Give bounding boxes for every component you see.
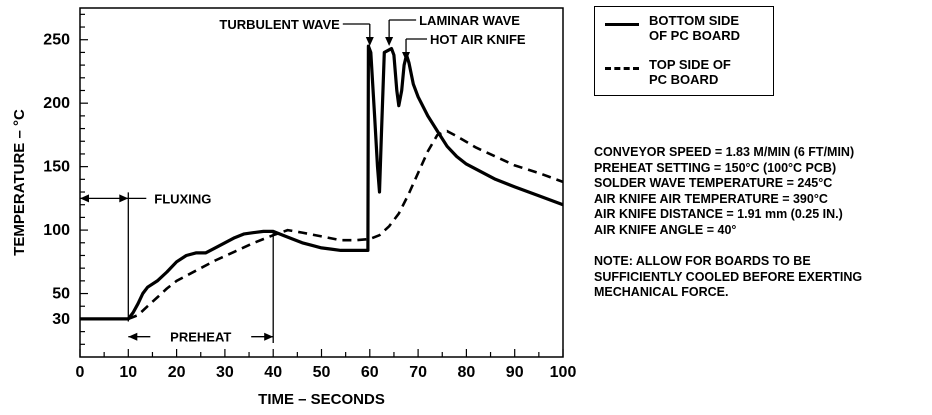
legend: BOTTOM SIDE OF PC BOARD TOP SIDE OF PC B… (594, 6, 774, 96)
cooling-note: NOTE: ALLOW FOR BOARDS TO BE SUFFICIENTL… (594, 254, 929, 301)
legend-label-top-side: TOP SIDE OF PC BOARD (649, 57, 771, 87)
legend-item-bottom-side: BOTTOM SIDE OF PC BOARD (595, 11, 773, 51)
x-tick-label: 20 (168, 364, 186, 381)
annotation-turbulent-wave: TURBULENT WAVE (219, 17, 340, 32)
setting-preheat: PREHEAT SETTING = 150°C (100°C PCB) (594, 160, 837, 175)
annotation-layer: TURBULENT WAVE LAMINAR WAVE HOT AIR KNIFE F… (80, 13, 526, 345)
y-tick-label: 50 (52, 286, 70, 303)
y-tick-label: 100 (43, 222, 70, 239)
x-tick-label: 40 (264, 364, 282, 381)
x-tick-label: 70 (409, 364, 427, 381)
annotation-hot-air-knife: HOT AIR KNIFE (430, 32, 526, 47)
x-tick-label: 30 (216, 364, 234, 381)
series-bottom-side-line (80, 44, 564, 321)
legend-bottom-line2: OF PC BOARD (649, 28, 740, 43)
annotation-arrowhead (128, 332, 138, 341)
x-tick-label: 80 (458, 364, 476, 381)
settings-block: CONVEYOR SPEED = 1.83 M/MIN (6 FT/MIN) P… (594, 145, 929, 238)
legend-swatch-solid (605, 23, 639, 26)
legend-swatch-dashed (605, 67, 639, 70)
x-tick-label: 60 (361, 364, 379, 381)
annotation-arrowhead (264, 332, 274, 341)
annotation-laminar-wave: LAMINAR WAVE (419, 13, 520, 28)
legend-top-line1: TOP SIDE OF (649, 57, 731, 72)
series-top-side-line (127, 129, 564, 321)
note-line-2: SUFFICIENTLY COOLED BEFORE EXERTING (594, 269, 863, 284)
annotation-preheat: PREHEAT (170, 330, 231, 345)
y-axis-label: TEMPERATURE – °C (11, 109, 28, 256)
y-tick-label: 200 (43, 95, 70, 112)
series-layer (80, 44, 564, 321)
plot-border (79, 7, 564, 358)
x-axis-ticks: 0 10 20 30 40 50 60 70 80 90 100 (76, 349, 577, 381)
annotation-arrowhead (119, 194, 129, 203)
annotation-fluxing: FLUXING (154, 191, 211, 206)
y-tick-label: 150 (43, 159, 70, 176)
legend-top-line2: PC BOARD (649, 72, 719, 87)
x-tick-label: 100 (550, 364, 577, 381)
setting-solder-wave-temp: SOLDER WAVE TEMPERATURE = 245°C (594, 176, 833, 190)
x-tick-label: 10 (119, 364, 137, 381)
annotation-arrowhead (402, 52, 411, 61)
x-tick-label: 90 (506, 364, 524, 381)
x-tick-label: 50 (313, 364, 331, 381)
setting-air-knife-angle: AIR KNIFE ANGLE = 40° (594, 222, 737, 237)
note-line-1: NOTE: ALLOW FOR BOARDS TO BE (594, 254, 811, 268)
annotation-arrowhead (80, 194, 89, 203)
setting-air-knife-temp: AIR KNIFE AIR TEMPERATURE = 390°C (594, 191, 828, 206)
x-axis-label: TIME – SECONDS (258, 391, 385, 408)
y-tick-label: 30 (52, 311, 70, 328)
setting-conveyor-speed: CONVEYOR SPEED = 1.83 M/MIN (6 FT/MIN) (594, 145, 855, 159)
note-line-3: MECHANICAL FORCE. (594, 285, 729, 299)
process-notes: CONVEYOR SPEED = 1.83 M/MIN (6 FT/MIN) P… (594, 145, 929, 301)
legend-bottom-line1: BOTTOM SIDE (649, 13, 740, 28)
legend-label-bottom-side: BOTTOM SIDE OF PC BOARD (649, 13, 771, 43)
annotation-arrowhead (385, 37, 394, 46)
legend-item-top-side: TOP SIDE OF PC BOARD (595, 55, 773, 95)
annotation-arrowhead (365, 37, 374, 46)
x-tick-label: 0 (76, 364, 85, 381)
plot-frame (79, 7, 564, 358)
setting-air-knife-distance: AIR KNIFE DISTANCE = 1.91 mm (0.25 IN.) (594, 207, 843, 221)
y-axis-ticks: 30 50 100 150 200 250 (43, 13, 88, 345)
y-tick-label: 250 (43, 32, 70, 49)
